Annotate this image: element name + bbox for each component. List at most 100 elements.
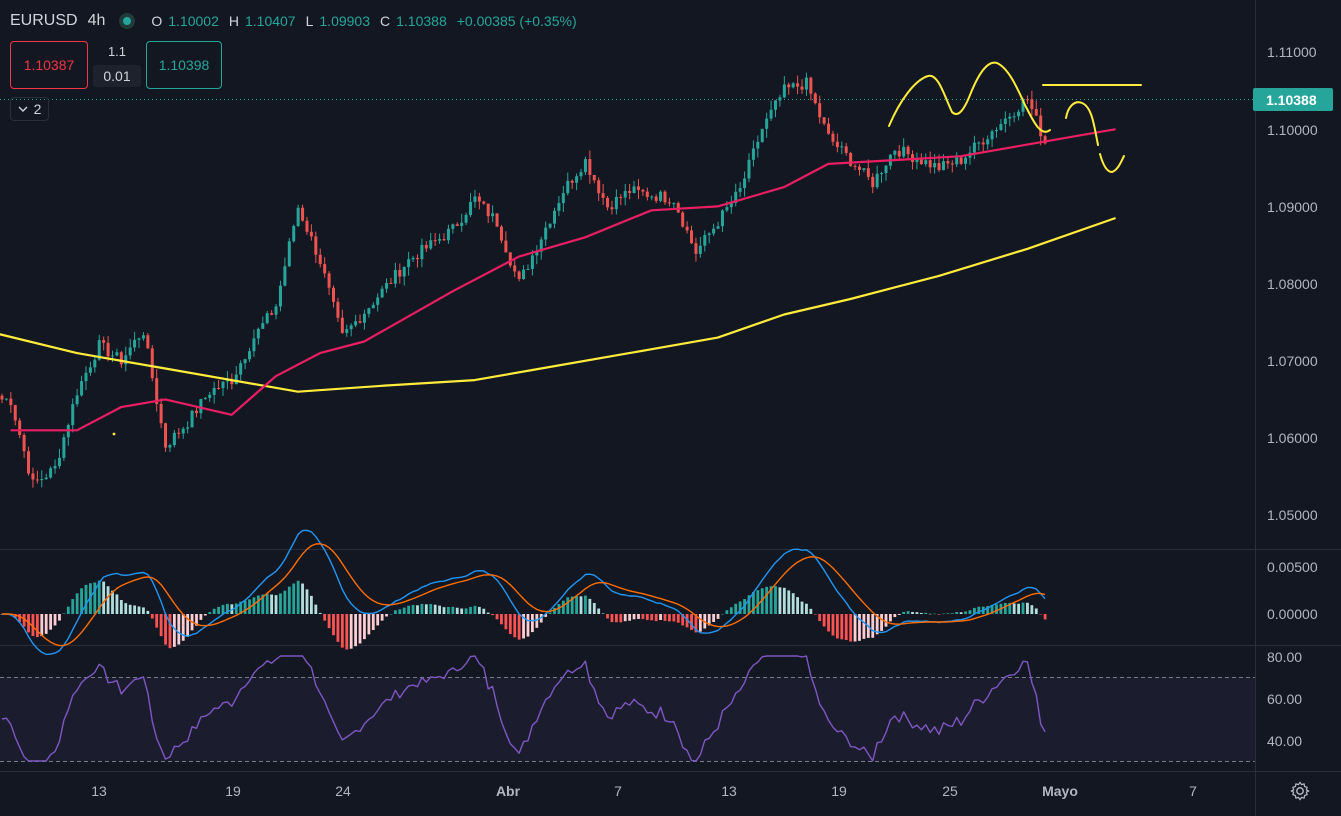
candle-body [491,213,495,217]
macd-histogram-bar [261,594,265,614]
macd-histogram-bar [393,610,397,614]
candle-body [217,387,221,389]
candles-layer [0,72,1047,488]
macd-histogram-bar [482,608,486,614]
macd-histogram-bar [177,614,181,645]
chevron-down-icon [18,106,28,112]
candle-body [155,378,159,404]
macd-histogram-bar [849,614,853,642]
drawing-dot[interactable] [112,432,116,436]
macd-histogram-bar [62,613,66,614]
macd-histogram-bar [659,614,662,620]
timeframe-label[interactable]: 4h [87,12,106,29]
candle-body [681,212,685,227]
candle-body [389,282,393,284]
macd-histogram-bar [928,613,932,615]
macd-histogram-bar [973,607,976,614]
macd-histogram-bar [535,614,539,628]
drawing-right-shoulder-arc[interactable] [1065,101,1099,146]
macd-histogram-bar [133,605,136,614]
candle-body [354,321,358,326]
macd-histogram-bar [389,613,393,615]
macd-histogram-bar [287,586,291,614]
candle-body [698,245,702,254]
candle-body [928,160,932,168]
open-value: 1.10002 [168,13,219,29]
time-tick-label: 7 [614,783,622,799]
candle-body [774,100,777,110]
candle-body [743,178,747,189]
gear-icon[interactable] [1289,780,1311,802]
candle-body [544,227,548,240]
macd-histogram-bar [195,614,198,626]
candle-body [844,146,848,153]
price-axis[interactable]: 1.11000 1.10000 1.09000 1.08000 1.07000 … [1253,44,1333,749]
candle-body [141,335,145,339]
candle-body [332,287,335,302]
candle-body [548,223,552,228]
candle-body [1003,118,1007,125]
candle-body [407,259,411,268]
candle-body [274,306,278,315]
candle-body [583,159,587,173]
candle-body [0,395,4,400]
candle-body [367,308,371,314]
candle-body [1043,136,1047,144]
candle-body [822,117,826,124]
candle-body [124,355,128,365]
macd-histogram-bar [323,614,327,621]
candle-body [429,240,433,249]
buy-button[interactable]: 1.10398 [146,41,222,89]
drawing-dip-arrow[interactable] [1099,153,1125,174]
symbol-name[interactable]: EURUSD [10,12,78,29]
macd-histogram-bar [853,614,857,642]
candle-body [535,251,539,256]
candle-body [309,231,313,237]
last-price-badge [1253,88,1333,111]
macd-histogram-bar [778,587,782,614]
candle-body [301,207,305,221]
time-tick-label: 19 [225,783,241,799]
candle-body [40,479,44,481]
quantity-input[interactable]: 0.01 [93,65,141,87]
macd-histogram-bar [950,613,954,614]
sell-button[interactable]: 1.10387 [10,41,88,89]
macd-histogram-bar [407,605,411,614]
drawing-head-and-shoulders-curve[interactable] [888,61,1051,133]
macd-histogram-bar [296,580,300,614]
indicators-toggle-button[interactable]: 2 [10,97,49,121]
candle-body [239,363,243,375]
macd-histogram-bar [66,606,70,614]
macd-histogram-bar [1034,608,1038,614]
macd-histogram-bar [97,580,101,614]
macd-histogram-bar [119,600,123,614]
macd-histogram-bar [791,593,795,614]
candle-body [119,352,123,365]
macd-histogram-bar [416,605,419,614]
macd-histogram-bar [756,590,760,614]
macd-histogram-bar [690,614,693,630]
candle-body [893,150,897,155]
candle-body [729,202,733,208]
drawing-annotations[interactable] [112,61,1142,436]
candle-body [159,403,163,424]
candle-body [278,285,282,307]
market-status-icon[interactable] [119,13,136,29]
candle-body [111,355,114,357]
macd-histogram-bar [752,592,755,614]
macd-histogram-bar [531,614,534,633]
candle-body [835,141,839,148]
time-axis[interactable]: 13 19 24 Abr 7 13 19 25 Mayo 7 [91,783,1197,799]
candle-body [641,189,645,192]
macd-histogram-bar [915,612,919,614]
macd-histogram-bar [968,610,972,614]
candle-body [133,339,137,348]
macd-histogram-bar [601,613,605,614]
macd-histogram-bar [495,614,499,620]
macd-histogram-bar [349,614,353,649]
candle-body [1017,111,1021,117]
macd-histogram-bar [380,614,384,621]
macd-histogram-bar [995,604,998,614]
